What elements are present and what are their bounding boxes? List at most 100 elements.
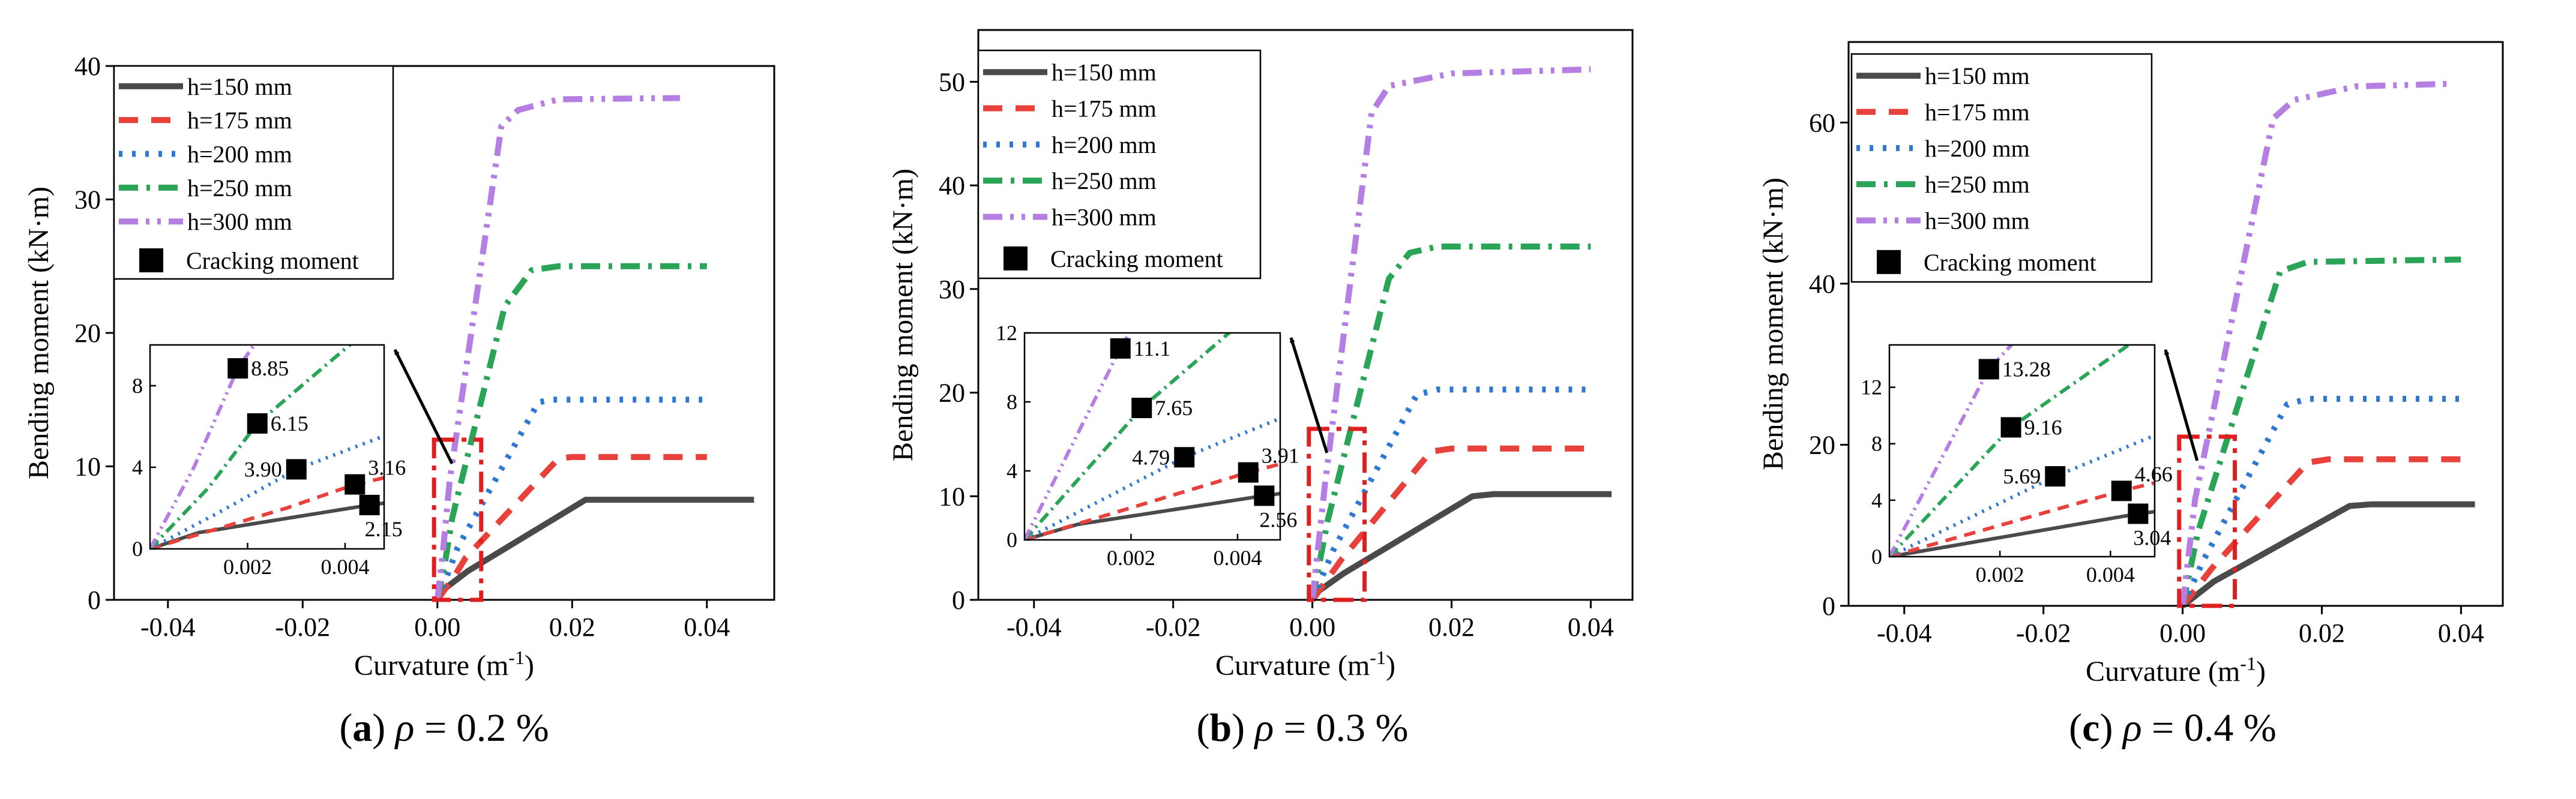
- legend-marker: [1004, 246, 1028, 271]
- inset-x-tick-label: 0.004: [2086, 563, 2135, 587]
- cracking-moment-label: 7.65: [1155, 396, 1193, 420]
- legend: h=150 mm h=175 mm h=200 mm h=250 mm h=300 mm…: [977, 49, 1262, 280]
- cracking-moment-marker: [227, 358, 248, 379]
- series-line-h175mm: [2180, 456, 2461, 608]
- y-axis-label: Bending moment (kN·m): [1757, 178, 1789, 470]
- inset-series-lines: [1025, 333, 1280, 540]
- legend-label: h=250 mm: [1925, 171, 2030, 198]
- legend-label: Cracking moment: [1924, 249, 2096, 276]
- y-tick-label: 40: [74, 52, 101, 81]
- y-tick-label: 30: [939, 275, 965, 304]
- series-line-h175mm: [1310, 445, 1591, 602]
- x-tick-label: 0.02: [1428, 612, 1475, 642]
- cracking-moment-label: 4.79: [1132, 445, 1170, 469]
- y-tick-label: 50: [939, 67, 965, 97]
- inset-y-tick-label: 4: [1871, 488, 1882, 512]
- inset-y-tick-label: 12: [1861, 376, 1882, 400]
- y-tick-label: 40: [939, 171, 965, 200]
- cracking-moment-marker: [1131, 398, 1152, 419]
- zoom-box: [1307, 426, 1367, 602]
- inset-x-tick-label: 0.002: [1107, 546, 1155, 570]
- chart-panel-2: -0.04 -0.02 0.00 0.02 0.0401020304050Curvatu…: [887, 29, 1634, 750]
- inset-y-tick-label: 4: [132, 455, 143, 479]
- cracking-moment-label: 3.91: [1262, 444, 1299, 468]
- inset-y-tick-label: 8: [1871, 432, 1882, 456]
- series-line-h250mm: [2179, 256, 2461, 607]
- inset-frame: [1888, 344, 2156, 558]
- x-axis-label: Curvature (m-1): [1215, 647, 1395, 681]
- panel-caption: (a) ρ = 0.2 %: [339, 706, 549, 750]
- x-tick-label: -0.04: [1877, 618, 1932, 648]
- inset-y-tick-label: 0: [1007, 528, 1017, 552]
- y-axis-label: Bending moment (kN·m): [887, 169, 919, 461]
- inset-series-line: [1889, 345, 2132, 557]
- inset-frame: [1023, 332, 1281, 541]
- legend-label: h=200 mm: [1925, 135, 2030, 162]
- series-line-h300mm: [434, 95, 680, 600]
- legend-label: h=200 mm: [187, 141, 292, 168]
- inset-frame: [149, 344, 385, 550]
- cracking-moment-marker: [345, 474, 366, 495]
- x-axis-label: Curvature (m-1): [2086, 653, 2266, 687]
- x-tick-label: -0.02: [275, 612, 330, 642]
- inset-x-tick-label: 0.002: [1976, 563, 2024, 587]
- y-tick-label: 30: [74, 185, 101, 215]
- legend-marker: [139, 248, 163, 273]
- cracking-moment-label: 5.69: [2003, 464, 2041, 488]
- y-axis-label: Bending moment (kN·m): [23, 187, 55, 479]
- x-tick-label: -0.02: [2016, 618, 2071, 648]
- legend-label: h=300 mm: [1052, 203, 1157, 230]
- inset-chart: 0.002 0.004 0 4 8 12 13.28 9.16 5.69 4.66 3.04: [1861, 344, 2173, 587]
- cracking-moment-label: 9.16: [2024, 415, 2062, 439]
- series-lines: [1309, 66, 1612, 602]
- cracking-moment-label: 2.56: [1259, 507, 1297, 531]
- x-tick-label: -0.02: [1146, 612, 1201, 642]
- inset-series-lines: [1889, 345, 2155, 557]
- cracking-moment-marker: [359, 494, 380, 515]
- series-line-h200mm: [2180, 395, 2461, 608]
- inset-x-tick-label: 0.002: [223, 555, 272, 579]
- legend-box: [1850, 53, 2153, 283]
- legend-label: h=250 mm: [187, 175, 292, 202]
- inset-series-line: [1025, 333, 1132, 540]
- inset-y-tick-label: 12: [996, 321, 1017, 345]
- cracking-moment-label: 3.04: [2133, 525, 2171, 549]
- inset-series-line: [1889, 434, 2155, 557]
- x-tick-label: 0.04: [684, 612, 730, 642]
- inset-chart: 0.002 0.004 0 4 8 8.85 6.15 3.90 3.16 2.15: [132, 344, 406, 579]
- cracking-moment-label: 13.28: [2002, 357, 2051, 381]
- legend-label: h=175 mm: [1052, 95, 1157, 122]
- y-tick-label: 20: [74, 319, 101, 348]
- x-tick-label: 0.02: [2299, 618, 2345, 648]
- legend-label: h=200 mm: [1052, 131, 1157, 158]
- series-line-h150mm: [435, 497, 754, 602]
- cracking-moment-marker: [1238, 462, 1259, 483]
- y-tick-label: 40: [1809, 269, 1835, 299]
- legend-label: h=300 mm: [1925, 207, 2030, 234]
- legend-box: [977, 49, 1262, 280]
- x-tick-label: 0.00: [414, 612, 460, 642]
- cracking-moment-marker: [2128, 503, 2149, 524]
- x-tick-label: 0.00: [1289, 612, 1335, 642]
- panel-caption: (b) ρ = 0.3 %: [1196, 706, 1408, 750]
- legend-label: h=150 mm: [187, 73, 292, 100]
- y-tick-label: 20: [939, 379, 965, 408]
- legend-box: [113, 65, 394, 280]
- x-tick-label: -0.04: [140, 612, 196, 642]
- legend-label: Cracking moment: [186, 247, 359, 274]
- cracking-moment-marker: [2000, 417, 2021, 438]
- chart-panel-1: -0.04 -0.02 0.00 0.02 0.04010203040Curvature…: [23, 52, 775, 750]
- legend: h=150 mm h=175 mm h=200 mm h=250 mm h=300 mm…: [1850, 53, 2153, 283]
- y-tick-label: 20: [1809, 430, 1835, 459]
- inset-x-tick-label: 0.004: [321, 555, 370, 579]
- inset-series-line: [1889, 345, 2014, 557]
- zoom-box: [2177, 434, 2237, 608]
- cracking-moment-marker: [2045, 466, 2066, 487]
- inset-y-tick-label: 8: [1007, 390, 1017, 414]
- cracking-moment-marker: [1254, 485, 1275, 506]
- cracking-moment-label: 3.16: [368, 456, 406, 480]
- x-tick-label: 0.04: [1568, 612, 1614, 642]
- legend-label: h=175 mm: [187, 107, 292, 134]
- zoom-arrow: [393, 349, 454, 465]
- cracking-moment-label: 6.15: [271, 411, 308, 435]
